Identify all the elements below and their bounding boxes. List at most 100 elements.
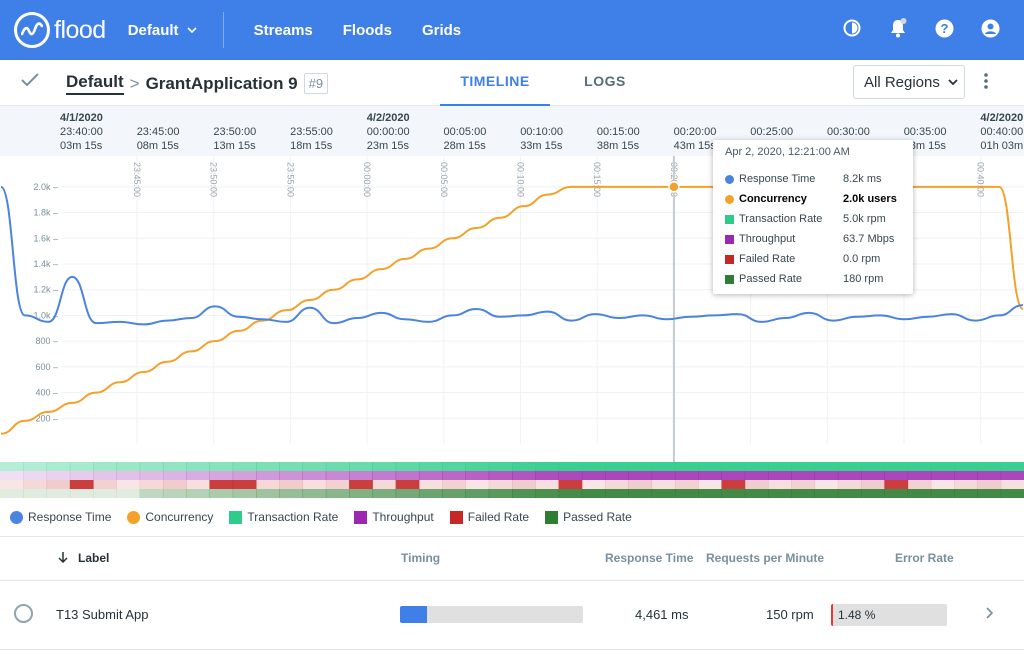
test-header: Default > GrantApplication 9 #9 TIMELINE… bbox=[0, 60, 1024, 106]
heatmap-cell bbox=[791, 462, 816, 471]
heatmap-cell bbox=[0, 480, 24, 489]
top-icons: ? bbox=[842, 18, 1000, 38]
more-options-icon[interactable] bbox=[984, 72, 988, 95]
x-tick-label: 00:05:00 bbox=[439, 162, 449, 197]
tooltip-row-value: 180 rpm bbox=[843, 273, 884, 285]
legend-swatch-icon bbox=[354, 510, 368, 524]
heatmap-cell bbox=[325, 471, 350, 480]
legend-item[interactable]: Transaction Rate bbox=[229, 510, 338, 524]
time-axis-time: 23:45:00 bbox=[136, 126, 180, 138]
bell-icon[interactable] bbox=[888, 18, 908, 38]
legend-item[interactable]: Failed Rate bbox=[449, 510, 529, 524]
legend-item[interactable]: Throughput bbox=[354, 510, 434, 524]
heatmap-cell bbox=[325, 489, 350, 498]
time-axis-time: 00:35:00 bbox=[903, 126, 947, 138]
heatmap-cell bbox=[302, 480, 327, 489]
main-nav: Streams Floods Grids bbox=[224, 22, 462, 39]
heatmap-cell bbox=[93, 489, 117, 498]
tooltip-row-name: Throughput bbox=[739, 233, 796, 245]
time-axis-time: 00:10:00 bbox=[520, 126, 564, 138]
legend-label: Passed Rate bbox=[563, 510, 632, 524]
x-tick-label: 00:40:00 bbox=[976, 162, 986, 197]
time-axis-time: 23:40:00 bbox=[60, 126, 103, 138]
heatmap-cell bbox=[605, 489, 629, 498]
time-axis-date bbox=[444, 111, 487, 125]
row-select-radio[interactable] bbox=[14, 604, 33, 623]
heatmap-cell bbox=[605, 480, 629, 489]
tooltip-row: Failed Rate 0.0 rpm bbox=[725, 251, 905, 267]
heatmap-cell bbox=[512, 489, 536, 498]
flood-logo[interactable]: flood bbox=[14, 12, 106, 48]
heatmap-cell bbox=[139, 471, 164, 480]
heatmap-cell bbox=[395, 471, 420, 480]
heatmap-cell bbox=[488, 480, 513, 489]
heatmap-cell bbox=[954, 462, 978, 471]
heatmap-cell bbox=[698, 471, 722, 480]
timing-bar bbox=[400, 606, 583, 623]
time-axis-column: 23:55:00 18m 15s bbox=[290, 111, 333, 153]
header-label[interactable]: Label bbox=[78, 551, 110, 565]
sort-arrow-icon[interactable] bbox=[58, 551, 68, 566]
y-tick-label: 1.2k – bbox=[33, 285, 58, 295]
header-rpm[interactable]: Requests per Minute bbox=[706, 551, 825, 565]
help-icon[interactable]: ? bbox=[934, 18, 954, 38]
heatmap-cell bbox=[861, 480, 885, 489]
heatmap-cell bbox=[186, 489, 210, 498]
tooltip-row-value: 2.0k users bbox=[843, 193, 897, 205]
breadcrumb-project[interactable]: Default bbox=[66, 72, 124, 95]
time-axis-date bbox=[290, 111, 333, 125]
chevron-right-icon[interactable] bbox=[986, 607, 994, 622]
header-error-rate[interactable]: Error Rate bbox=[895, 551, 954, 565]
nav-streams[interactable]: Streams bbox=[253, 21, 313, 39]
time-axis-time: 23:50:00 bbox=[213, 126, 257, 138]
heatmap-cell bbox=[977, 489, 1002, 498]
legend-item[interactable]: Passed Rate bbox=[545, 510, 632, 524]
y-tick-label: 600 – bbox=[35, 362, 58, 372]
logo-wave-icon bbox=[14, 12, 50, 48]
time-axis-column: 00:35:00 58m 15s bbox=[904, 111, 947, 153]
legend-item[interactable]: Concurrency bbox=[127, 510, 213, 524]
heatmap-cell bbox=[930, 471, 955, 480]
heatmap-cell bbox=[349, 471, 373, 480]
heatmap-cell bbox=[162, 489, 187, 498]
time-axis-elapsed: 08m 15s bbox=[136, 140, 179, 152]
nav-floods[interactable]: Floods bbox=[342, 21, 392, 39]
tab-timeline[interactable]: TIMELINE bbox=[440, 60, 550, 106]
region-select[interactable]: All Regions bbox=[853, 65, 965, 99]
nav-grids[interactable]: Grids bbox=[421, 21, 462, 39]
table-row[interactable]: T13 Submit App 4,461 ms 150 rpm 1.48 % bbox=[0, 580, 1024, 650]
time-axis-time: 00:00:00 bbox=[366, 126, 410, 138]
header-timing[interactable]: Timing bbox=[401, 551, 441, 565]
tooltip-row-name: Failed Rate bbox=[739, 253, 796, 265]
tooltip-title: Apr 2, 2020, 12:21:00 AM bbox=[725, 146, 850, 158]
chart-legend: Response Time Concurrency Transaction Rate… bbox=[10, 510, 632, 524]
tooltip-row-value: 0.0 rpm bbox=[843, 253, 881, 265]
heatmap-cell bbox=[302, 489, 327, 498]
heatmap-cell bbox=[907, 480, 932, 489]
time-axis-elapsed: 23m 15s bbox=[366, 140, 409, 152]
heatmap-cell bbox=[977, 471, 1002, 480]
legend-item[interactable]: Response Time bbox=[10, 510, 111, 524]
project-selector[interactable]: Default bbox=[128, 22, 197, 39]
top-navbar: flood Default Streams Floods Grids ? bbox=[0, 0, 1024, 60]
heatmap-cell bbox=[395, 489, 420, 498]
tooltip-marker-icon bbox=[725, 274, 734, 284]
heatmap-cell bbox=[279, 462, 304, 471]
time-axis-column: 00:05:00 28m 15s bbox=[444, 111, 487, 153]
heatmap-cell bbox=[349, 462, 373, 471]
time-axis-elapsed: 13m 15s bbox=[213, 140, 256, 152]
heatmap-cell bbox=[488, 462, 513, 471]
account-icon[interactable] bbox=[980, 18, 1000, 38]
heatmap-cell bbox=[186, 471, 210, 480]
heatmap-cell bbox=[442, 480, 466, 489]
time-axis-date bbox=[137, 111, 180, 125]
theme-icon[interactable] bbox=[842, 18, 862, 38]
heatmap-cell bbox=[907, 489, 932, 498]
metric-heatmap bbox=[0, 462, 1024, 498]
breadcrumb: Default > GrantApplication 9 #9 bbox=[66, 72, 329, 95]
x-tick-label: 23:50:00 bbox=[209, 162, 219, 197]
header-response-time[interactable]: Response Time bbox=[605, 551, 694, 565]
heatmap-cell bbox=[209, 462, 234, 471]
tab-logs[interactable]: LOGS bbox=[584, 73, 626, 89]
logo-text: flood bbox=[54, 15, 106, 44]
